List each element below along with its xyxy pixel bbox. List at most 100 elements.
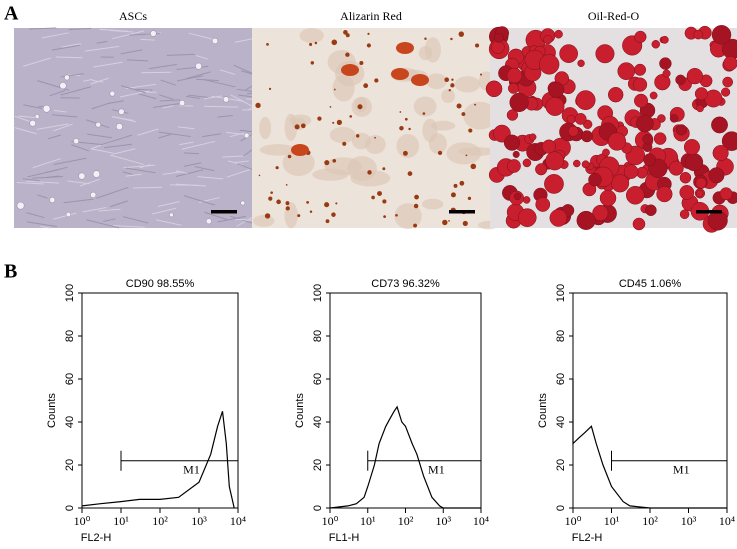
y-tick-label: 0 — [555, 505, 567, 511]
stain — [332, 74, 355, 102]
deposit — [475, 43, 480, 48]
stain — [454, 76, 481, 93]
deposit — [468, 128, 473, 133]
round-cell — [92, 170, 101, 178]
cell — [158, 94, 174, 100]
deposit — [331, 212, 336, 217]
cell — [176, 75, 204, 82]
cell — [241, 70, 253, 75]
lipid — [711, 116, 728, 134]
round-cell — [109, 90, 116, 97]
lipid — [707, 210, 728, 231]
cell — [203, 78, 236, 88]
round-cell — [64, 74, 70, 81]
lipid — [517, 208, 537, 227]
deposit — [349, 115, 353, 118]
lipid — [695, 177, 707, 189]
lipid — [506, 109, 519, 121]
micrograph — [252, 28, 499, 230]
lipid — [651, 40, 661, 49]
deposit — [285, 201, 290, 206]
y-tick-label: 60 — [555, 373, 567, 385]
round-cell — [95, 121, 101, 128]
cell — [112, 116, 137, 123]
gate-label: M1 — [183, 462, 200, 476]
cell — [23, 57, 51, 67]
cell — [246, 92, 253, 95]
deposit — [266, 43, 269, 46]
x-tick-label: 10⁰ — [565, 514, 582, 528]
deposit — [407, 171, 413, 176]
cell — [204, 105, 239, 108]
deposit — [331, 39, 338, 46]
deposit — [461, 112, 466, 116]
y-tick-label: 60 — [64, 373, 76, 385]
deposit — [270, 191, 273, 194]
stain — [329, 126, 356, 144]
stain — [350, 170, 391, 187]
cell — [54, 109, 67, 113]
deposit — [456, 103, 462, 109]
deposit — [309, 42, 313, 46]
cell — [120, 49, 143, 55]
round-cell — [65, 211, 72, 218]
stain — [422, 118, 438, 143]
deposit — [357, 104, 363, 110]
deposit — [451, 78, 454, 81]
lipid — [513, 192, 522, 201]
cell — [110, 154, 144, 165]
cell — [197, 176, 224, 180]
cell — [162, 105, 174, 109]
cell — [236, 216, 253, 227]
y-tick-label: 0 — [312, 505, 324, 511]
cell — [217, 115, 233, 118]
cell — [60, 86, 92, 96]
lipid — [722, 76, 734, 88]
cell — [175, 169, 204, 177]
lipid — [588, 172, 602, 187]
lipid — [543, 34, 553, 45]
round-cell — [169, 212, 174, 218]
cell — [40, 226, 51, 229]
y-tick-label: 20 — [312, 459, 324, 471]
lipid — [654, 74, 671, 91]
cell — [90, 77, 109, 85]
lipid — [721, 131, 737, 151]
round-cell — [78, 172, 86, 180]
cell — [61, 43, 82, 48]
deposit — [480, 73, 483, 76]
cell — [46, 166, 68, 174]
cell — [103, 218, 116, 222]
cell — [23, 104, 42, 110]
y-axis-label: Counts — [46, 393, 58, 428]
deposit — [332, 121, 335, 124]
cell — [158, 131, 191, 138]
y-tick-label: 100 — [555, 284, 567, 302]
y-tick-label: 100 — [64, 284, 76, 302]
deposit — [414, 194, 419, 200]
cell — [183, 152, 200, 155]
cell — [68, 27, 92, 31]
cell — [183, 162, 202, 167]
deposit — [294, 124, 300, 130]
cell — [14, 127, 37, 135]
cell — [49, 90, 66, 97]
round-cell — [73, 138, 80, 145]
deposit — [264, 213, 271, 219]
cell — [187, 94, 209, 99]
cell — [41, 32, 69, 39]
cell — [113, 224, 145, 228]
lipid — [711, 25, 732, 45]
deposit — [367, 32, 370, 35]
lipid — [686, 67, 704, 85]
lipid — [522, 158, 532, 168]
cell — [132, 186, 163, 189]
round-cell — [243, 132, 250, 139]
cell — [100, 134, 133, 146]
cell — [16, 182, 44, 185]
lipid — [693, 29, 704, 40]
gate-label: M1 — [428, 462, 445, 476]
lipid — [669, 114, 679, 123]
deposit — [470, 163, 477, 170]
